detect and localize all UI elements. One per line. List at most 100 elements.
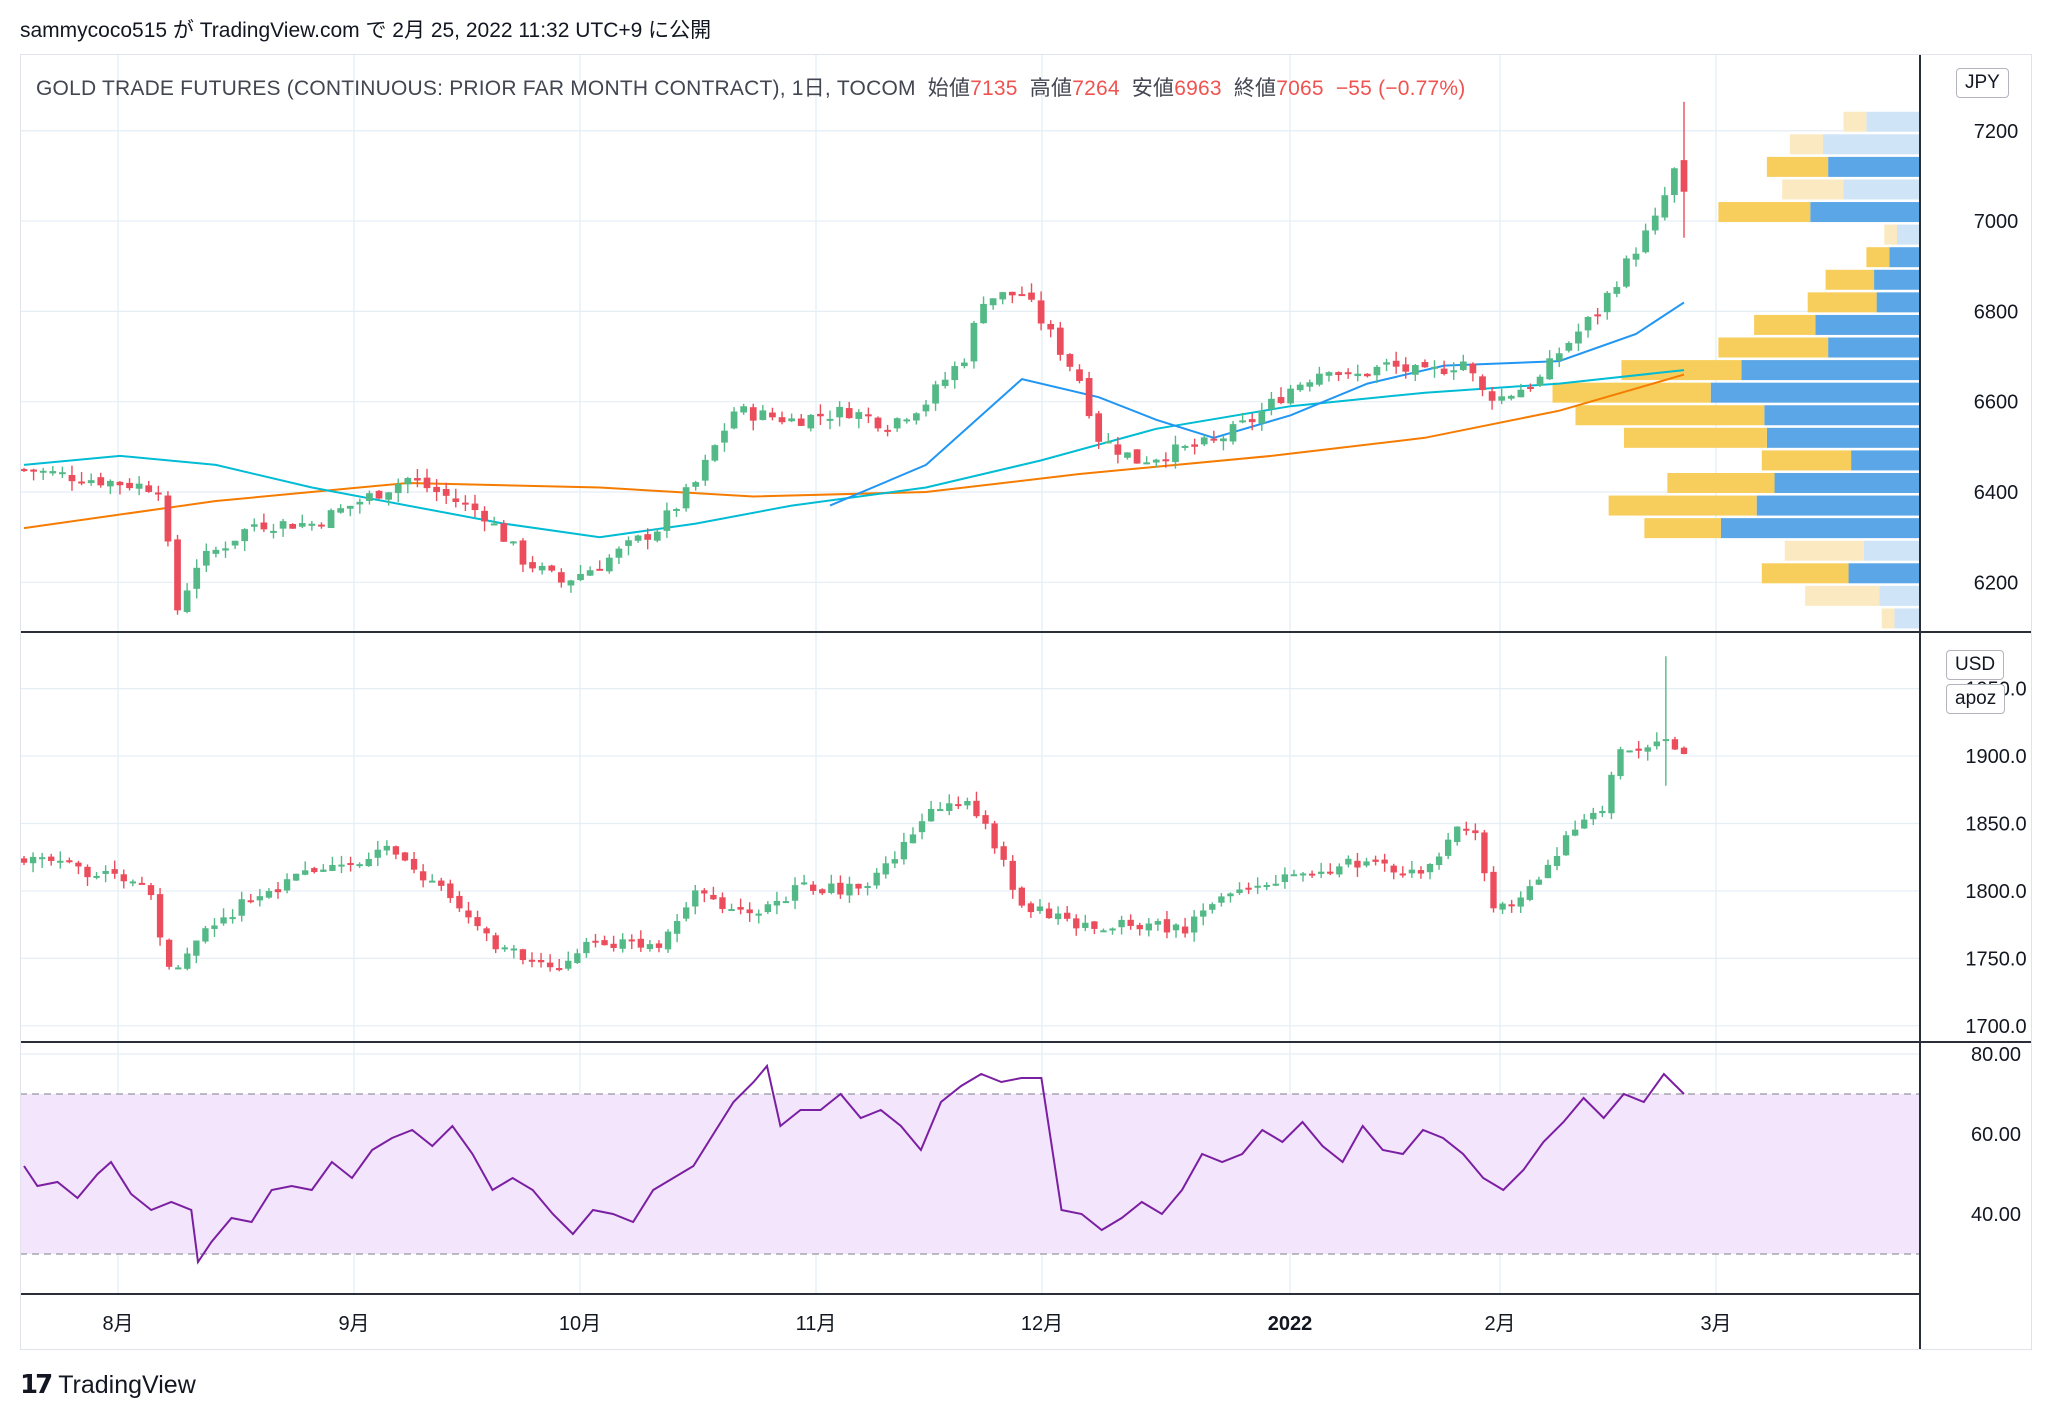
candle-down xyxy=(147,885,155,896)
volume-profile-bar-up xyxy=(1828,337,1920,358)
main-candles xyxy=(20,101,1688,615)
candle-up xyxy=(193,940,200,956)
candle-down xyxy=(1381,859,1388,864)
x-tick-label: 10月 xyxy=(559,1313,601,1335)
axes xyxy=(20,54,2032,1350)
volume-profile-bar-up xyxy=(1863,540,1920,561)
candle-up xyxy=(1426,863,1434,873)
candle-up xyxy=(538,565,546,571)
candle-down xyxy=(710,894,717,900)
candle-up xyxy=(989,298,997,306)
candle-down xyxy=(701,890,708,894)
candle-down xyxy=(1527,386,1534,389)
candle-up xyxy=(1608,774,1615,814)
candle-up xyxy=(692,482,700,487)
chart-frame[interactable]: 8月 9月 10月 11月 12月 2022 2月 3月 6200 6400 6600 6800 700… xyxy=(20,54,2032,1354)
candle-down xyxy=(1073,918,1080,929)
symbol-badge-apoz[interactable]: apoz xyxy=(1946,684,2006,714)
candle-down xyxy=(973,800,980,817)
candle-down xyxy=(749,407,757,421)
candle-down xyxy=(471,503,479,511)
candle-down xyxy=(75,862,82,867)
candle-up xyxy=(1535,879,1543,885)
y-tick-label: 1850.0 xyxy=(1965,814,2026,836)
candle-down xyxy=(78,481,85,484)
volume-profile-bar-down xyxy=(1608,495,1757,516)
candle-down xyxy=(817,413,824,417)
candle-down xyxy=(837,882,844,895)
candle-down xyxy=(1114,444,1122,455)
candle-up xyxy=(1575,331,1582,344)
volume-profile-bar-down xyxy=(1843,111,1867,132)
volume-profile-bar-down xyxy=(1789,134,1824,155)
candle-up xyxy=(846,883,853,896)
candle-up xyxy=(1236,889,1243,893)
candle-up xyxy=(107,480,114,487)
candle-down xyxy=(66,860,73,863)
candle-up xyxy=(653,531,661,541)
candle-up xyxy=(855,412,863,419)
volume-profile-bar-up xyxy=(1851,450,1920,471)
candle-up xyxy=(1200,437,1208,445)
legend-symbol: GOLD TRADE FUTURES (CONTINUOUS: PRIOR FA… xyxy=(36,77,916,100)
candle-down xyxy=(1248,419,1256,423)
volume-profile-bar-up xyxy=(1894,608,1920,629)
candle-up xyxy=(1662,739,1670,742)
candle-up xyxy=(1290,874,1298,877)
candle-up xyxy=(1218,896,1225,903)
candle-up xyxy=(960,362,968,367)
rsi-line xyxy=(23,1063,1685,1265)
volume-profile-bar-down xyxy=(1754,314,1816,335)
candle-up xyxy=(1354,373,1362,377)
candle-up xyxy=(728,909,735,912)
legend-high-label: 高値 xyxy=(1029,77,1073,100)
candle-down xyxy=(165,939,173,967)
candle-down xyxy=(156,894,164,938)
candle-down xyxy=(537,959,545,963)
candle-up xyxy=(38,857,46,860)
currency-badge-usd[interactable]: USD xyxy=(1946,650,2005,680)
candle-down xyxy=(154,492,162,495)
candle-down xyxy=(1163,919,1171,933)
y-tick-label: 7000 xyxy=(1974,211,2019,233)
candle-up xyxy=(1581,819,1588,829)
candle-up xyxy=(586,570,594,576)
candle-down xyxy=(442,489,450,496)
candle-up xyxy=(212,549,220,554)
candle-down xyxy=(274,889,282,893)
candle-down xyxy=(1671,739,1679,750)
candle-up xyxy=(1268,398,1275,410)
currency-badge-jpy[interactable]: JPY xyxy=(1956,68,2009,98)
candle-up xyxy=(683,907,690,919)
volume-profile-bar-down xyxy=(1575,405,1765,426)
candle-up xyxy=(764,904,771,913)
y-tick-label: 40.00 xyxy=(1971,1204,2021,1226)
volume-profile-bar-up xyxy=(1866,111,1920,132)
volume-profile-bar-up xyxy=(1766,427,1920,448)
volume-profile xyxy=(1552,111,1920,629)
volume-profile-bar-up xyxy=(1828,156,1920,177)
candle-down xyxy=(1472,830,1479,834)
volume-profile-bar-down xyxy=(1761,450,1852,471)
candle-up xyxy=(755,913,762,916)
candle-up xyxy=(913,413,920,421)
candle-up xyxy=(574,953,581,964)
candle-up xyxy=(383,845,391,851)
candle-down xyxy=(1009,860,1016,890)
candle-up xyxy=(773,900,781,906)
candle-down xyxy=(1479,376,1486,391)
candle-up xyxy=(1124,452,1131,458)
chart-canvas[interactable]: 8月 9月 10月 11月 12月 2022 2月 3月 6200 6400 6600 6800 700… xyxy=(20,54,2032,1354)
candle-down xyxy=(97,477,105,486)
candle-up xyxy=(964,801,971,806)
candle-down xyxy=(601,940,608,946)
candle-up xyxy=(1517,897,1524,907)
candle-down xyxy=(1402,364,1410,372)
tradingview-logo[interactable]: 17 TradingView xyxy=(20,1370,196,1400)
candle-up xyxy=(864,886,871,889)
candle-up xyxy=(356,864,363,867)
candle-up xyxy=(193,567,201,589)
volume-profile-bar-up xyxy=(1756,495,1920,516)
candle-up xyxy=(918,821,926,833)
candle-up xyxy=(873,872,880,886)
